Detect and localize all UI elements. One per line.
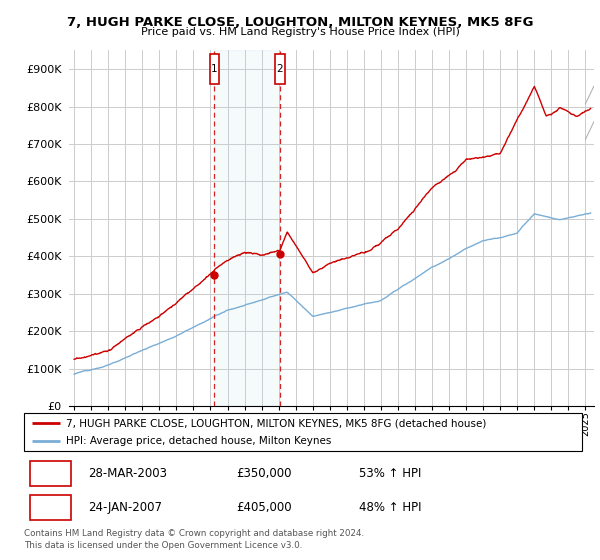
- FancyBboxPatch shape: [29, 461, 71, 486]
- FancyBboxPatch shape: [275, 54, 284, 84]
- Text: £405,000: £405,000: [236, 501, 292, 514]
- Text: £350,000: £350,000: [236, 467, 292, 480]
- Text: 1: 1: [47, 467, 55, 480]
- Text: HPI: Average price, detached house, Milton Keynes: HPI: Average price, detached house, Milt…: [66, 436, 331, 446]
- Text: 53% ↑ HPI: 53% ↑ HPI: [359, 467, 421, 480]
- Text: 2: 2: [47, 501, 55, 514]
- Text: 1: 1: [211, 64, 218, 74]
- Text: 48% ↑ HPI: 48% ↑ HPI: [359, 501, 421, 514]
- Text: Contains HM Land Registry data © Crown copyright and database right 2024.
This d: Contains HM Land Registry data © Crown c…: [24, 529, 364, 550]
- FancyBboxPatch shape: [29, 495, 71, 520]
- Text: 2: 2: [277, 64, 283, 74]
- Text: 28-MAR-2003: 28-MAR-2003: [88, 467, 167, 480]
- FancyBboxPatch shape: [210, 54, 219, 84]
- Text: 7, HUGH PARKE CLOSE, LOUGHTON, MILTON KEYNES, MK5 8FG: 7, HUGH PARKE CLOSE, LOUGHTON, MILTON KE…: [67, 16, 533, 29]
- Text: Price paid vs. HM Land Registry's House Price Index (HPI): Price paid vs. HM Land Registry's House …: [140, 27, 460, 37]
- FancyBboxPatch shape: [24, 413, 582, 451]
- Bar: [214, 50, 280, 406]
- Text: 7, HUGH PARKE CLOSE, LOUGHTON, MILTON KEYNES, MK5 8FG (detached house): 7, HUGH PARKE CLOSE, LOUGHTON, MILTON KE…: [66, 418, 486, 428]
- Text: 24-JAN-2007: 24-JAN-2007: [88, 501, 162, 514]
